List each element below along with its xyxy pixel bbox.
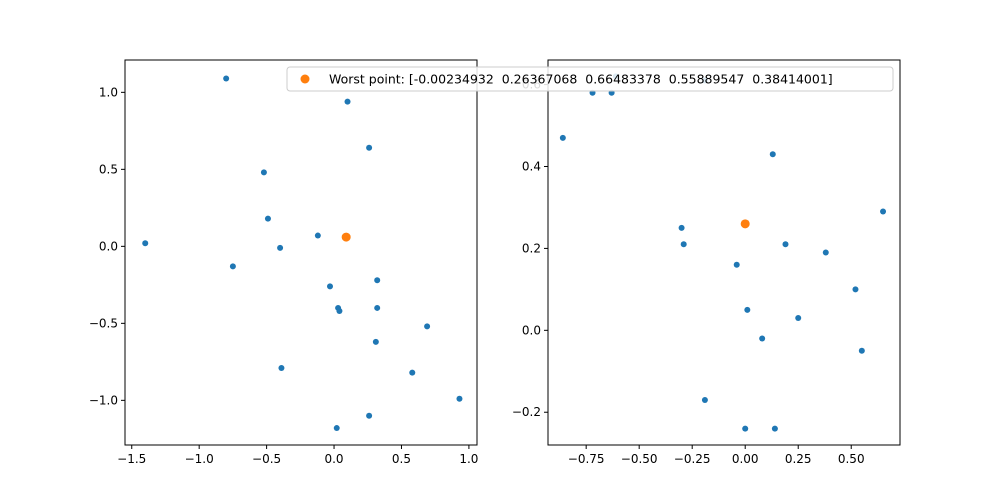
data-point xyxy=(366,412,373,419)
data-point xyxy=(333,425,340,432)
x-tick-label: 1.0 xyxy=(459,452,478,466)
data-point xyxy=(374,277,381,284)
data-point xyxy=(559,134,566,141)
x-tick-label: 0.00 xyxy=(732,452,759,466)
axes-frame xyxy=(124,59,478,446)
data-point xyxy=(742,425,749,432)
data-point xyxy=(260,169,267,176)
data-point xyxy=(314,232,321,239)
data-point xyxy=(277,244,284,251)
y-tick-label: −1.0 xyxy=(89,393,118,407)
x-tick-label: 0.25 xyxy=(785,452,812,466)
data-point xyxy=(229,263,236,270)
x-tick-label: −1.5 xyxy=(117,452,146,466)
worst-point xyxy=(740,219,750,229)
data-point xyxy=(336,308,343,315)
data-point xyxy=(223,75,230,82)
data-point xyxy=(744,306,751,313)
data-point xyxy=(278,365,285,371)
x-tick-label: 0.0 xyxy=(324,452,343,466)
x-tick-label: −0.5 xyxy=(252,452,281,466)
left-subplot: −1.5 −1.0 −0.5 0.0 0.5 1.0 −1.0 −0.5 0.0 0.5 1.0 xyxy=(89,59,478,466)
axes-frame xyxy=(547,59,901,446)
data-point xyxy=(759,335,766,342)
data-point xyxy=(880,208,887,215)
x-tick-label: −0.50 xyxy=(621,452,658,466)
data-point xyxy=(366,144,373,151)
data-point xyxy=(782,241,789,248)
data-point xyxy=(344,98,351,105)
data-point xyxy=(680,241,687,248)
data-point xyxy=(424,323,431,330)
legend-frame xyxy=(286,66,894,92)
x-tick-label: 0.5 xyxy=(392,452,411,466)
legend-label: Worst point: [-0.00234932 0.26367068 0.6… xyxy=(329,72,833,87)
legend-marker xyxy=(300,74,310,84)
data-point xyxy=(264,215,271,222)
y-tick-label: 0.0 xyxy=(99,239,118,253)
y-tick-label: −0.2 xyxy=(512,405,541,419)
data-point xyxy=(769,151,776,158)
data-point xyxy=(822,249,829,256)
x-tick-label: −1.0 xyxy=(185,452,214,466)
data-point xyxy=(678,224,685,231)
worst-point xyxy=(341,232,351,242)
y-tick-label: 0.0 xyxy=(522,323,541,337)
y-tick-label: 0.4 xyxy=(522,159,541,173)
data-point xyxy=(852,286,859,293)
data-point xyxy=(372,338,379,345)
x-tick-label: 0.50 xyxy=(838,452,865,466)
x-tick-label: −0.25 xyxy=(674,452,711,466)
y-tick-label: −0.5 xyxy=(89,316,118,330)
data-point xyxy=(858,347,865,354)
data-point xyxy=(326,283,333,290)
y-tick-label: 0.5 xyxy=(99,162,118,176)
data-point xyxy=(456,395,463,402)
data-point xyxy=(142,240,149,247)
x-tick-label: −0.75 xyxy=(568,452,605,466)
data-point xyxy=(733,261,740,268)
y-tick-label: 0.2 xyxy=(522,241,541,255)
data-point xyxy=(795,315,802,322)
data-point xyxy=(771,425,778,432)
legend: Worst point: [-0.00234932 0.26367068 0.6… xyxy=(286,66,894,92)
data-point xyxy=(374,304,381,311)
data-point xyxy=(701,396,708,403)
data-point xyxy=(409,369,416,376)
y-tick-label: 1.0 xyxy=(99,85,118,99)
right-subplot: −0.75 −0.50 −0.25 0.00 0.25 0.50 −0.2 0.0 0.2 0.4… xyxy=(512,59,901,466)
